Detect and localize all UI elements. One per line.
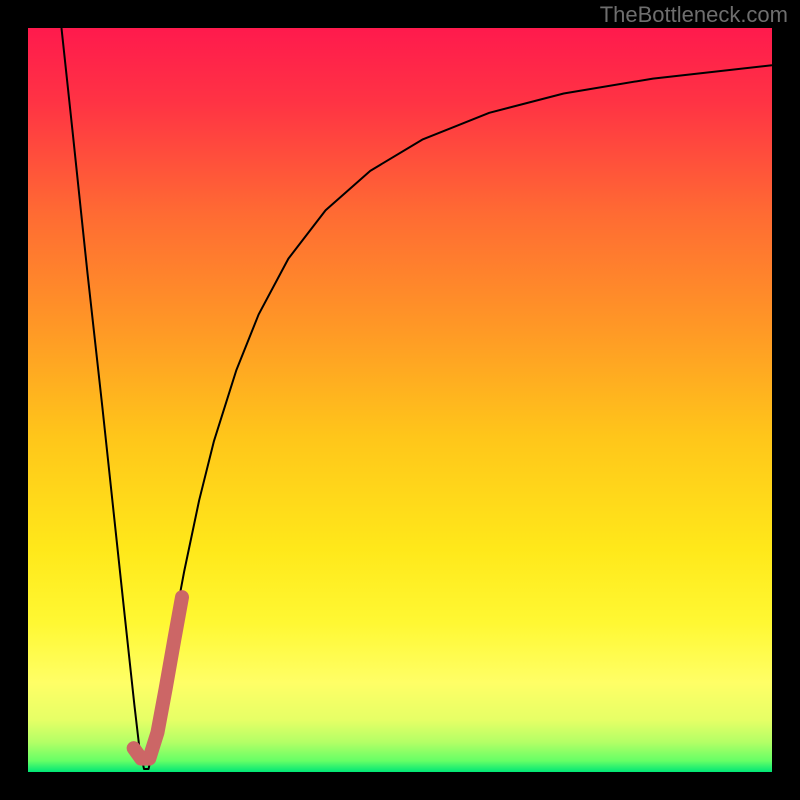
chart-background bbox=[28, 28, 772, 772]
attribution-text: TheBottleneck.com bbox=[600, 2, 788, 28]
chart-container bbox=[28, 28, 772, 772]
chart-svg bbox=[28, 28, 772, 772]
